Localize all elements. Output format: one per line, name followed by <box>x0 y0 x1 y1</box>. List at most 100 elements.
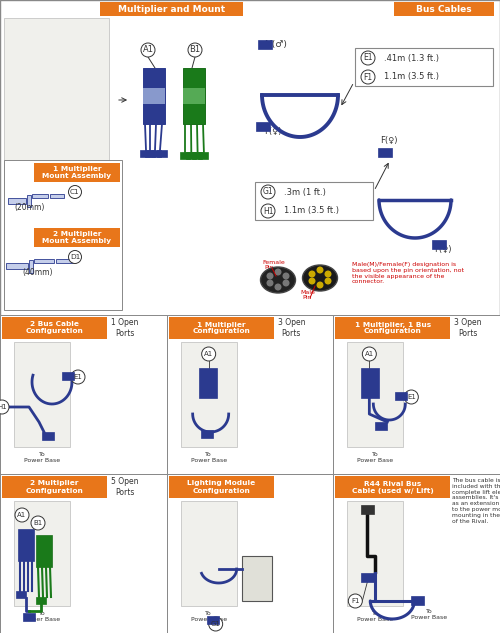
Text: Multiplier and Mount: Multiplier and Mount <box>118 4 225 13</box>
Bar <box>394 2 494 16</box>
Bar <box>258 40 272 49</box>
Circle shape <box>202 347 215 361</box>
Circle shape <box>267 280 273 286</box>
Text: (40mm): (40mm) <box>23 268 53 277</box>
Bar <box>183 88 205 104</box>
Bar <box>200 430 212 438</box>
Bar <box>362 505 374 514</box>
Text: Female: Female <box>262 260 285 265</box>
Text: F(♀): F(♀) <box>380 136 398 145</box>
Text: 3 Open
Ports: 3 Open Ports <box>454 318 482 337</box>
Circle shape <box>361 51 375 65</box>
Text: F1: F1 <box>364 73 372 82</box>
Text: A1: A1 <box>142 46 154 54</box>
Bar <box>180 501 236 606</box>
Text: 2 Bus Cable
Configuration: 2 Bus Cable Configuration <box>26 322 84 334</box>
Bar <box>206 616 218 624</box>
Text: 1.1m (3.5 ft.): 1.1m (3.5 ft.) <box>384 73 439 82</box>
Circle shape <box>309 278 315 284</box>
Bar <box>255 182 373 220</box>
Bar <box>376 422 388 430</box>
Text: To
Power Base: To Power Base <box>190 611 226 622</box>
Bar <box>166 474 334 633</box>
Text: G1: G1 <box>262 187 274 196</box>
Bar <box>362 368 380 398</box>
Text: Lighting Module
Configuration: Lighting Module Configuration <box>187 480 255 494</box>
Text: .3m (1 ft.): .3m (1 ft.) <box>284 187 326 196</box>
Text: B1: B1 <box>190 46 200 54</box>
Text: 1.1m (3.5 ft.): 1.1m (3.5 ft.) <box>284 206 339 215</box>
Bar <box>14 501 70 606</box>
Bar <box>6 263 28 269</box>
Bar <box>0 474 166 633</box>
Circle shape <box>325 271 331 277</box>
Bar <box>140 150 150 157</box>
Text: 1 Open
Ports: 1 Open Ports <box>111 318 138 337</box>
Bar <box>180 342 236 447</box>
Bar <box>143 88 165 104</box>
Bar <box>18 529 34 561</box>
Circle shape <box>15 508 29 522</box>
Text: F(♀): F(♀) <box>264 127 281 136</box>
Text: H1: H1 <box>263 206 273 215</box>
Bar <box>143 68 165 124</box>
Circle shape <box>275 269 281 275</box>
Text: 2 Multiplier
Mount Assembly: 2 Multiplier Mount Assembly <box>42 231 112 244</box>
Bar <box>4 18 109 308</box>
Bar <box>34 163 120 182</box>
Circle shape <box>317 267 323 273</box>
Circle shape <box>68 251 82 263</box>
Bar <box>62 372 74 380</box>
Bar <box>348 342 404 447</box>
Text: A1: A1 <box>204 351 214 357</box>
Circle shape <box>261 185 275 199</box>
Bar <box>412 596 424 605</box>
Circle shape <box>317 282 323 288</box>
Bar <box>16 591 26 598</box>
Text: F1: F1 <box>351 598 360 604</box>
Circle shape <box>31 516 45 530</box>
Bar <box>42 432 54 440</box>
Bar <box>34 259 54 263</box>
Circle shape <box>361 70 375 84</box>
Bar <box>157 150 167 157</box>
Bar <box>334 315 500 474</box>
Text: H1: H1 <box>0 404 7 410</box>
Bar <box>362 573 374 582</box>
Bar <box>336 476 450 498</box>
Circle shape <box>362 347 376 361</box>
Bar <box>256 122 270 131</box>
Bar <box>145 150 155 157</box>
Circle shape <box>141 43 155 57</box>
Circle shape <box>283 273 289 279</box>
Text: To
Power Base: To Power Base <box>412 609 448 620</box>
Text: R44 Rival Bus
Cable (used w/ Lift): R44 Rival Bus Cable (used w/ Lift) <box>352 480 434 494</box>
Text: B1: B1 <box>34 520 42 526</box>
Text: To
Power Base: To Power Base <box>358 452 394 463</box>
Text: M(♂): M(♂) <box>264 40 287 49</box>
Circle shape <box>283 280 289 286</box>
Ellipse shape <box>302 265 338 291</box>
Text: E1: E1 <box>407 394 416 400</box>
Text: F(♀): F(♀) <box>434 245 452 254</box>
Text: Male: Male <box>300 290 315 295</box>
Circle shape <box>188 43 202 57</box>
Text: 1 Multiplier
Configuration: 1 Multiplier Configuration <box>192 322 250 334</box>
Bar <box>432 240 446 249</box>
Text: E1: E1 <box>363 54 373 63</box>
Bar <box>29 260 33 273</box>
Bar <box>180 152 190 159</box>
Bar <box>0 315 166 474</box>
Bar <box>27 195 31 207</box>
Bar <box>50 194 64 198</box>
Bar <box>2 476 107 498</box>
Text: E1: E1 <box>74 374 82 380</box>
Bar <box>192 152 202 159</box>
Text: G1: G1 <box>210 621 220 627</box>
Circle shape <box>0 400 9 414</box>
Bar <box>2 317 107 339</box>
Bar <box>355 48 493 86</box>
Text: 1 Multiplier, 1 Bus
Configuration: 1 Multiplier, 1 Bus Configuration <box>355 322 431 334</box>
Circle shape <box>325 278 331 284</box>
Text: To
Power Base: To Power Base <box>24 611 60 622</box>
